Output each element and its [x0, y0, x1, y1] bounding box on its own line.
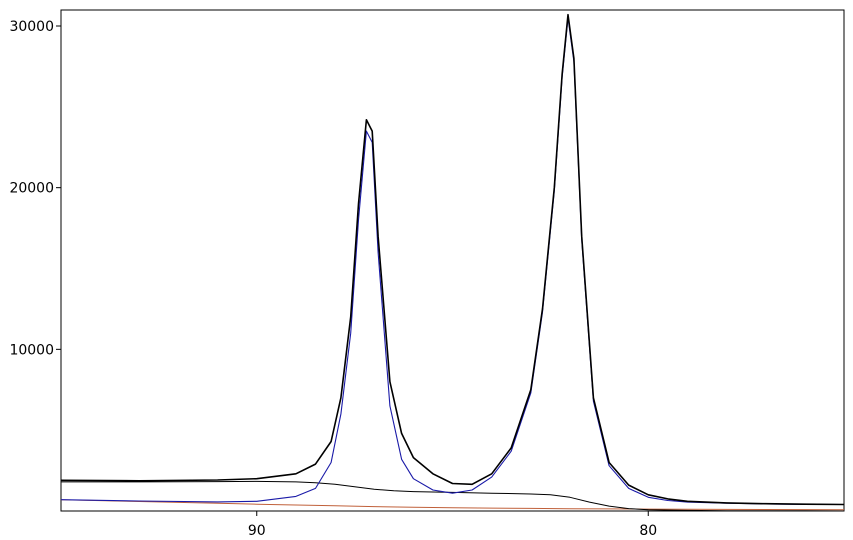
y-axis: 10000 20000 30000: [9, 19, 61, 358]
x-axis: 90 80: [248, 511, 657, 539]
series-line-fit-peak: [60, 17, 845, 506]
x-tick-label: 80: [639, 523, 657, 539]
series-line-baseline: [60, 499, 845, 511]
series-line-observed: [60, 13, 845, 506]
y-tick-label: 10000: [9, 342, 54, 358]
series-layer: [60, 13, 845, 512]
y-tick-label: 20000: [9, 181, 54, 197]
plot-frame: [60, 9, 845, 512]
y-tick-label: 30000: [9, 19, 54, 35]
series-line-fit-background: [61, 480, 845, 512]
x-tick-label: 90: [248, 523, 266, 539]
